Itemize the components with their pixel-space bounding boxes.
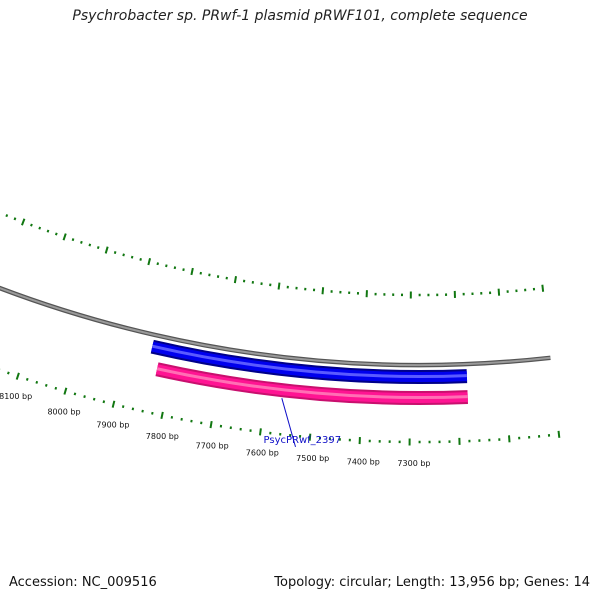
outer-major-tick [308, 433, 312, 441]
gene-label-leader [281, 398, 296, 448]
outer-major-tick [209, 420, 213, 429]
inner-minor-tick [165, 264, 168, 268]
inner-minor-tick [122, 253, 125, 257]
inner-minor-tick [38, 226, 42, 230]
reverse-gene[interactable] [151, 341, 468, 382]
outer-minor-tick [54, 386, 58, 390]
map-title: Psychrobacter sp. PRwf-1 plasmid pRWF101… [72, 8, 528, 24]
inner-minor-tick [13, 217, 17, 221]
forward-gene[interactable] [155, 364, 468, 404]
outer-minor-tick [92, 397, 96, 401]
backbone-group [0, 285, 551, 368]
outer-minor-tick [151, 411, 154, 415]
tick-label: 7800 bp [146, 432, 179, 441]
inner-major-tick [541, 284, 545, 292]
tick-label: 7400 bp [347, 458, 380, 467]
reverse-gene-highlight [152, 344, 467, 378]
inner-minor-tick [173, 266, 177, 270]
backbone-ring-highlight [0, 286, 551, 366]
outer-minor-tick [7, 371, 10, 375]
inner-major-tick [21, 218, 26, 226]
inner-minor-tick [30, 223, 33, 227]
genes-group [150, 339, 468, 406]
tick-label: 8100 bp [0, 392, 32, 401]
inner-minor-tick [88, 243, 92, 247]
outer-minor-tick [141, 409, 144, 413]
outer-major-tick [111, 400, 116, 408]
inner-major-tick [62, 233, 67, 241]
outer-major-tick [557, 430, 561, 438]
tick-label: 7900 bp [96, 421, 129, 430]
inner-minor-tick [71, 238, 75, 242]
tick-label: 8000 bp [47, 407, 80, 416]
outer-minor-tick [35, 380, 39, 384]
gene-label[interactable]: PsycPRwf_2397 [264, 435, 342, 446]
inner-minor-tick [54, 232, 58, 236]
inner-minor-tick [130, 255, 134, 259]
tick-label: 7700 bp [196, 441, 229, 450]
tick-rings [0, 214, 561, 446]
inner-minor-tick [139, 257, 142, 261]
inner-major-tick [321, 287, 325, 295]
outer-minor-tick [121, 405, 125, 409]
outer-major-tick [15, 372, 20, 380]
inner-major-tick [147, 257, 152, 266]
inner-major-tick [277, 282, 281, 290]
accession-text: Accession: NC_009516 [9, 575, 157, 590]
outer-minor-tick [44, 383, 48, 387]
outer-minor-tick [25, 377, 29, 381]
gene-labels: PsycPRwf_2397 [264, 398, 342, 448]
outer-minor-tick [73, 392, 77, 396]
inner-minor-tick [96, 246, 100, 250]
inner-minor-tick [5, 214, 9, 218]
tick-label: 7500 bp [296, 454, 329, 463]
outer-minor-tick [102, 400, 106, 404]
inner-major-tick [104, 246, 109, 254]
outer-minor-tick [83, 395, 86, 399]
inner-minor-tick [46, 229, 50, 233]
inner-minor-tick [156, 262, 160, 266]
inner-minor-tick [80, 240, 83, 244]
outer-major-tick [63, 387, 68, 395]
summary-text: Topology: circular; Length: 13,956 bp; G… [274, 575, 590, 590]
backbone-ring [0, 285, 551, 368]
outer-major-tick [258, 428, 262, 436]
inner-major-tick [190, 267, 194, 276]
inner-major-tick [233, 276, 238, 284]
inner-minor-tick [182, 268, 185, 272]
outer-major-tick [160, 411, 164, 419]
inner-minor-tick [113, 251, 117, 254]
tick-label: 7300 bp [397, 459, 430, 468]
forward-gene-highlight [156, 367, 468, 399]
outer-minor-tick [131, 407, 135, 411]
tick-label: 7600 bp [246, 449, 279, 458]
